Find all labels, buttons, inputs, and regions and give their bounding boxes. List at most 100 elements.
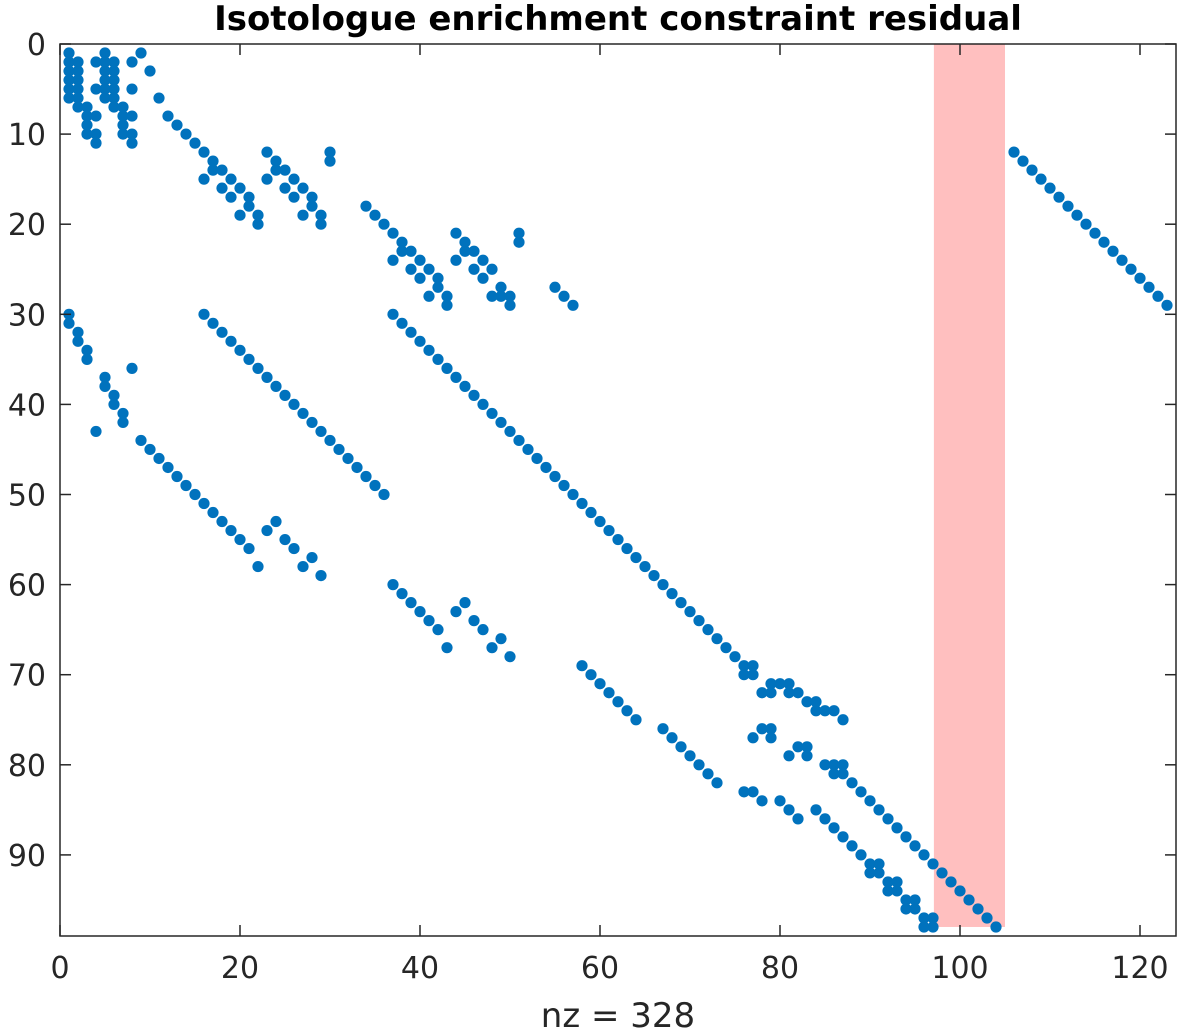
data-point xyxy=(522,443,534,456)
data-point xyxy=(828,705,840,717)
data-point xyxy=(810,804,822,816)
data-point xyxy=(288,398,300,411)
data-point xyxy=(477,254,489,266)
data-point xyxy=(909,903,921,915)
data-point xyxy=(126,137,138,149)
data-point xyxy=(855,849,867,861)
data-point xyxy=(144,443,156,456)
data-point xyxy=(135,434,147,447)
data-point xyxy=(864,858,876,870)
data-point xyxy=(72,56,84,68)
data-point xyxy=(423,263,435,275)
data-point xyxy=(459,236,471,248)
data-point xyxy=(747,786,759,798)
data-point xyxy=(450,606,462,618)
data-point xyxy=(1062,200,1074,212)
data-point xyxy=(450,227,462,239)
data-point xyxy=(504,299,516,311)
data-point xyxy=(882,885,894,897)
data-point xyxy=(1143,281,1155,293)
data-point xyxy=(864,867,876,879)
data-point xyxy=(405,326,417,338)
data-point xyxy=(63,317,75,329)
data-point xyxy=(864,795,876,807)
data-point xyxy=(954,885,966,897)
data-point xyxy=(495,416,507,429)
data-point xyxy=(198,308,210,320)
data-point xyxy=(234,182,246,194)
data-point xyxy=(927,912,939,924)
data-point xyxy=(783,750,795,762)
data-point xyxy=(549,470,561,483)
data-point xyxy=(621,542,633,555)
data-point xyxy=(324,155,336,167)
data-point xyxy=(513,227,525,239)
data-point xyxy=(252,209,264,221)
data-point xyxy=(99,380,111,392)
data-point xyxy=(801,741,813,753)
data-point xyxy=(117,128,129,140)
data-point xyxy=(225,173,237,185)
data-point xyxy=(405,245,417,257)
data-point xyxy=(144,65,156,77)
data-point xyxy=(486,407,498,420)
data-point xyxy=(360,470,372,483)
data-point xyxy=(477,398,489,411)
data-point xyxy=(216,164,228,176)
data-point xyxy=(918,912,930,924)
data-point xyxy=(945,876,957,888)
data-point xyxy=(765,678,777,690)
y-tick-label: 90 xyxy=(8,839,46,874)
data-point xyxy=(279,533,291,546)
data-point xyxy=(927,921,939,933)
data-point xyxy=(729,651,741,663)
data-point xyxy=(612,533,624,546)
data-point xyxy=(819,759,831,771)
data-point xyxy=(252,218,264,230)
data-point xyxy=(297,560,309,573)
data-point xyxy=(1017,155,1029,167)
data-point xyxy=(837,831,849,843)
data-point xyxy=(468,245,480,257)
data-point xyxy=(747,732,759,744)
data-point xyxy=(72,326,84,338)
data-point xyxy=(1071,209,1083,221)
data-point xyxy=(747,660,759,672)
data-point xyxy=(162,110,174,122)
data-point xyxy=(693,615,705,627)
data-point xyxy=(1098,236,1110,248)
data-point xyxy=(765,732,777,744)
data-point xyxy=(576,660,588,672)
data-point xyxy=(666,732,678,744)
data-point xyxy=(396,588,408,600)
data-point xyxy=(792,687,804,699)
data-point xyxy=(873,804,885,816)
data-point xyxy=(270,164,282,176)
data-point xyxy=(198,146,210,158)
data-point xyxy=(369,209,381,221)
data-point xyxy=(990,921,1002,933)
y-tick-label: 60 xyxy=(8,569,46,604)
data-point xyxy=(459,597,471,609)
data-point xyxy=(738,669,750,681)
data-point xyxy=(108,398,120,411)
data-point xyxy=(108,83,120,95)
data-point xyxy=(189,137,201,149)
data-point xyxy=(117,101,129,113)
data-point xyxy=(468,615,480,627)
data-point xyxy=(342,452,354,465)
data-point xyxy=(99,83,111,95)
data-point xyxy=(441,362,453,374)
x-tick-label: 60 xyxy=(581,951,619,986)
data-point xyxy=(783,804,795,816)
data-point xyxy=(72,74,84,86)
data-point xyxy=(819,813,831,825)
data-point xyxy=(900,894,912,906)
y-tick-label: 70 xyxy=(8,659,46,694)
x-tick-label: 80 xyxy=(761,951,799,986)
data-point xyxy=(288,542,300,555)
data-point xyxy=(441,290,453,302)
data-point xyxy=(117,407,129,420)
data-point xyxy=(576,497,588,510)
